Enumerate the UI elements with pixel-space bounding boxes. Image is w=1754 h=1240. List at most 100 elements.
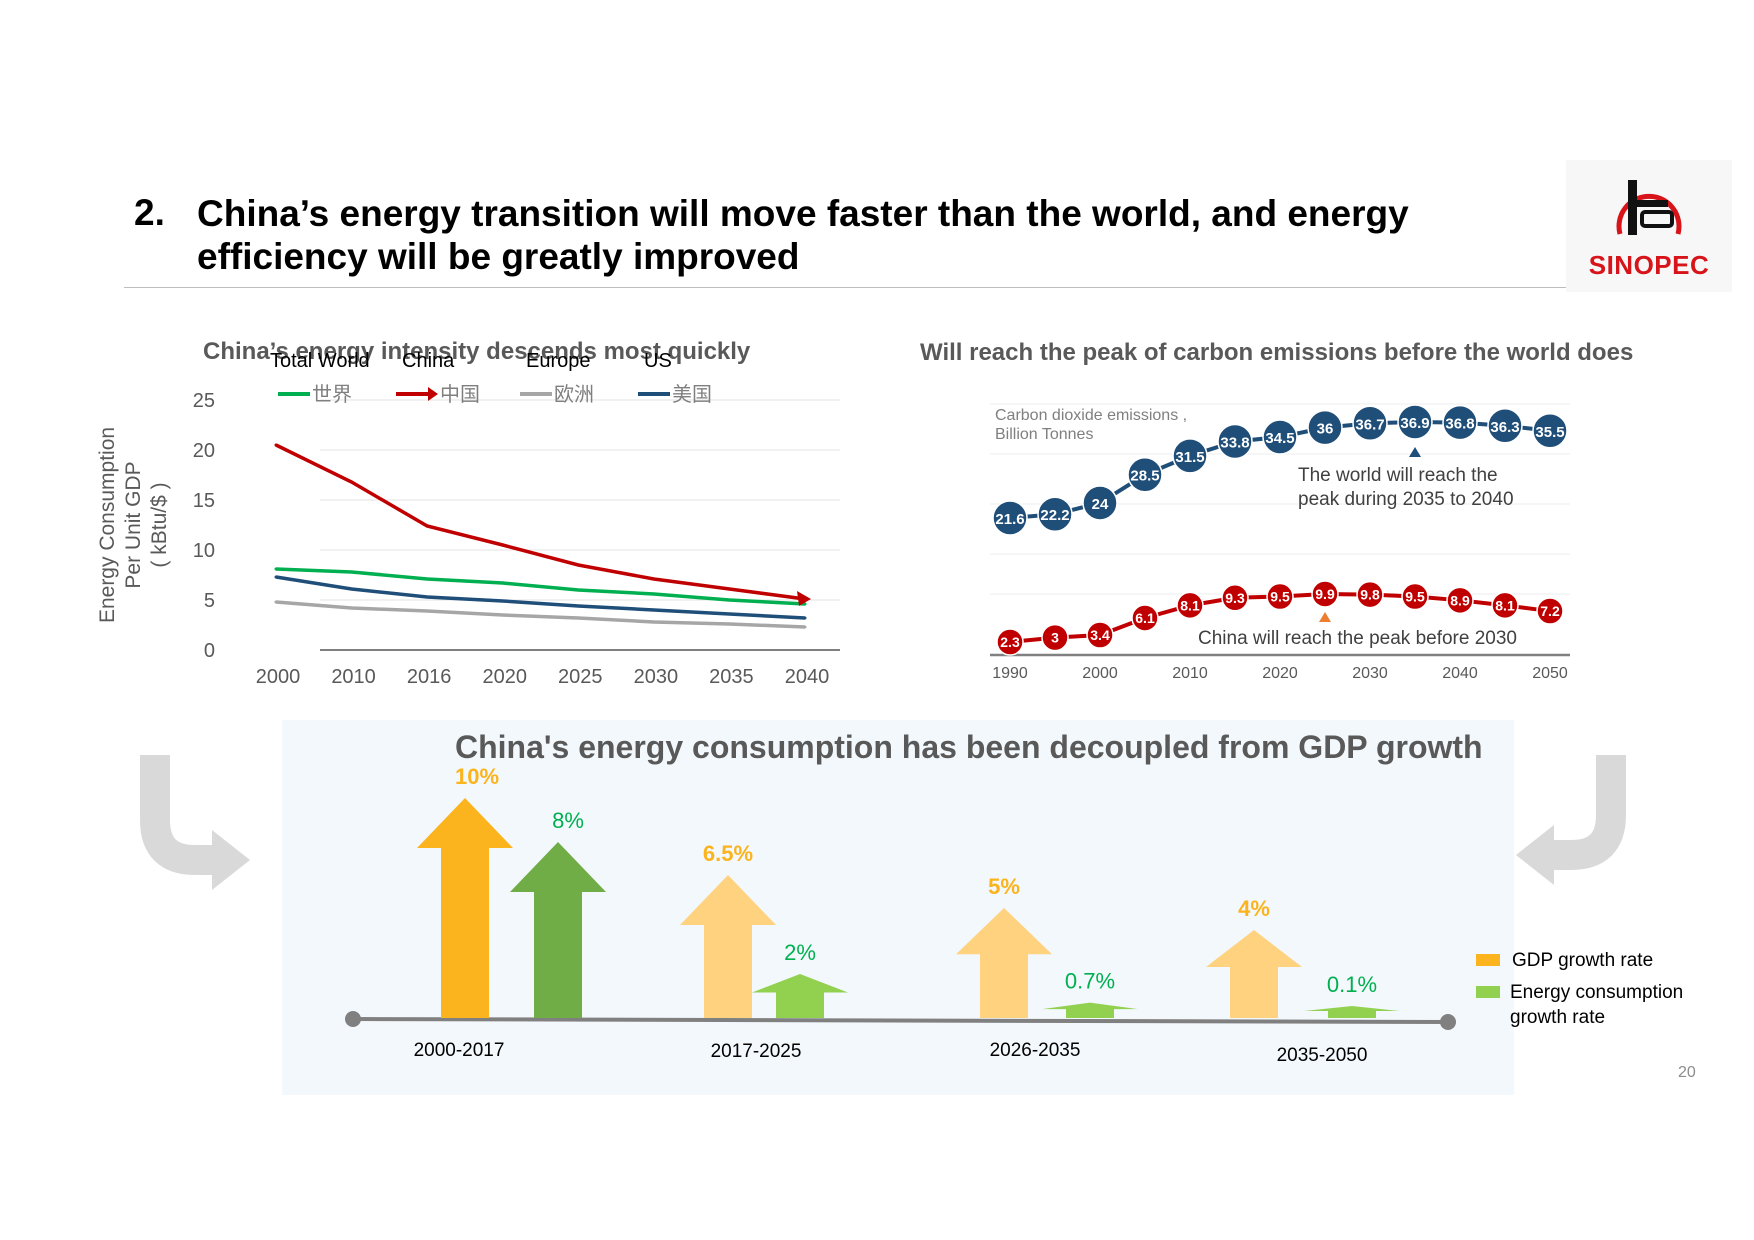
- legend-cn-europe: 欧洲: [554, 383, 594, 406]
- period-label: 2017-2025: [711, 1041, 802, 1062]
- data-marker-china: [1311, 580, 1339, 608]
- data-label-china: 9.3: [1225, 590, 1245, 606]
- energy-value-label: 0.7%: [1065, 969, 1115, 994]
- data-label-china: 8.1: [1495, 597, 1515, 613]
- energy-arrow-bar: [1304, 1006, 1400, 1018]
- x-tick-label: 1990: [992, 665, 1028, 682]
- data-marker-china: [1401, 582, 1429, 611]
- data-point-europe: [501, 613, 505, 617]
- x-tick-label: 2040: [785, 666, 830, 688]
- legend-label-china: China: [402, 350, 455, 372]
- intensity-chart-title: China’s energy intensity descends most q…: [203, 338, 751, 365]
- data-point-world: [425, 577, 429, 581]
- legend-label-europe: Europe: [526, 350, 591, 372]
- data-label-china: 2.3: [1000, 634, 1020, 650]
- period-label: 2035-2050: [1277, 1045, 1368, 1066]
- x-tick-label: 2040: [1442, 665, 1478, 682]
- china-arrowhead-icon: [797, 591, 811, 606]
- data-marker-china: [1356, 580, 1384, 609]
- legend-cn-china: 中国: [440, 383, 480, 406]
- data-label-world: 36.3: [1490, 419, 1519, 436]
- world-peak-annotation: The world will reach the peak during 2035…: [1298, 465, 1514, 510]
- data-point-china: [350, 480, 354, 484]
- y-tick-label: 15: [193, 490, 215, 512]
- curved-arrow-left-icon: [1516, 755, 1626, 885]
- gdp-arrow-bar: [680, 875, 776, 1018]
- data-marker-world: [992, 500, 1028, 536]
- data-point-europe: [727, 622, 731, 626]
- data-point-us: [350, 587, 354, 591]
- x-tick-label: 2000: [256, 666, 301, 688]
- x-tick-label: 2035: [709, 666, 754, 688]
- data-point-europe: [350, 606, 354, 610]
- legend-label-energy-line: Energy consumption: [1510, 982, 1683, 1003]
- data-label-china: 8.1: [1180, 597, 1200, 613]
- data-point-china: [425, 524, 429, 528]
- data-label-world: 31.5: [1175, 449, 1204, 466]
- x-tick-label: 2030: [1352, 665, 1388, 682]
- energy-arrow-bar: [752, 974, 848, 1018]
- x-tick-label: 2016: [407, 666, 452, 688]
- unit-label-line: Billion Tonnes: [995, 426, 1093, 443]
- data-marker-world: [1082, 485, 1118, 521]
- y-tick-label: 5: [204, 590, 215, 612]
- data-marker-world: [1127, 456, 1163, 493]
- data-marker-world: [1397, 404, 1433, 440]
- data-label-china: 3.4: [1090, 627, 1110, 643]
- data-point-us: [576, 604, 580, 608]
- x-tick-label: 2010: [1172, 665, 1208, 682]
- gdp-value-label: 4%: [1238, 896, 1270, 921]
- y-tick-label: 25: [193, 390, 215, 412]
- data-point-world: [274, 567, 278, 571]
- data-point-world: [350, 570, 354, 574]
- legend-label-world: Total World: [270, 350, 370, 372]
- data-point-us: [274, 575, 278, 579]
- gdp-value-label: 10%: [455, 764, 499, 789]
- legend-label-energy: Energy consumption growth rate: [1510, 982, 1683, 1028]
- emissions-chart: Carbon dioxide emissions , Billion Tonnes…: [990, 403, 1570, 682]
- x-tick-label: 2020: [482, 666, 527, 688]
- y-axis-label-line: ( kBtu/$ ): [148, 482, 171, 567]
- data-label-world: 36: [1317, 421, 1334, 438]
- y-tick-label: 0: [204, 640, 215, 662]
- title-number: 2.: [134, 192, 165, 233]
- legend-label-us: US: [644, 350, 672, 372]
- series-line-europe: [275, 600, 806, 629]
- y-axis-label-line: Per Unit GDP: [122, 461, 145, 588]
- data-point-europe: [274, 600, 278, 604]
- sinopec-logo: SINOPEC: [1566, 160, 1732, 292]
- y-tick-label: 10: [193, 540, 215, 562]
- x-tick-label: 2050: [1532, 665, 1568, 682]
- page-number: 20: [1678, 1064, 1696, 1081]
- data-label-world: 34.5: [1265, 430, 1294, 447]
- data-label-world: 33.8: [1220, 434, 1249, 451]
- china-peak-marker-icon: [1319, 612, 1331, 622]
- gdp-arrow-bar: [417, 798, 513, 1018]
- data-point-china: [652, 577, 656, 581]
- emissions-chart-title: Will reach the peak of carbon emissions …: [920, 339, 1634, 366]
- data-label-china: 8.9: [1450, 592, 1470, 608]
- data-label-china: 9.9: [1315, 586, 1335, 602]
- timeline-axis: [352, 1017, 1449, 1024]
- data-label-world: 35.5: [1535, 424, 1564, 441]
- data-marker-china: [1536, 597, 1564, 625]
- legend-cn-us: 美国: [672, 383, 712, 406]
- timeline-end-dot: [1440, 1014, 1456, 1030]
- x-tick-label: 2025: [558, 666, 603, 688]
- data-label-china: 3: [1051, 630, 1059, 646]
- data-marker-world: [1352, 405, 1388, 442]
- legend-arrow-icon: [428, 387, 438, 401]
- data-point-us: [501, 599, 505, 603]
- data-marker-world: [1217, 423, 1253, 460]
- x-tick-label: 2010: [331, 666, 376, 688]
- data-marker-world: [1262, 419, 1298, 455]
- data-marker-china: [1086, 621, 1114, 649]
- timeline-start-dot: [345, 1011, 361, 1027]
- data-point-us: [425, 595, 429, 599]
- data-label-china: 9.5: [1270, 589, 1290, 605]
- data-point-us: [803, 616, 807, 620]
- world-peak-annotation-line: peak during 2035 to 2040: [1298, 489, 1514, 510]
- data-label-world: 36.8: [1445, 416, 1474, 433]
- sinopec-emblem-icon: [1616, 180, 1682, 235]
- data-marker-china: [1041, 623, 1069, 652]
